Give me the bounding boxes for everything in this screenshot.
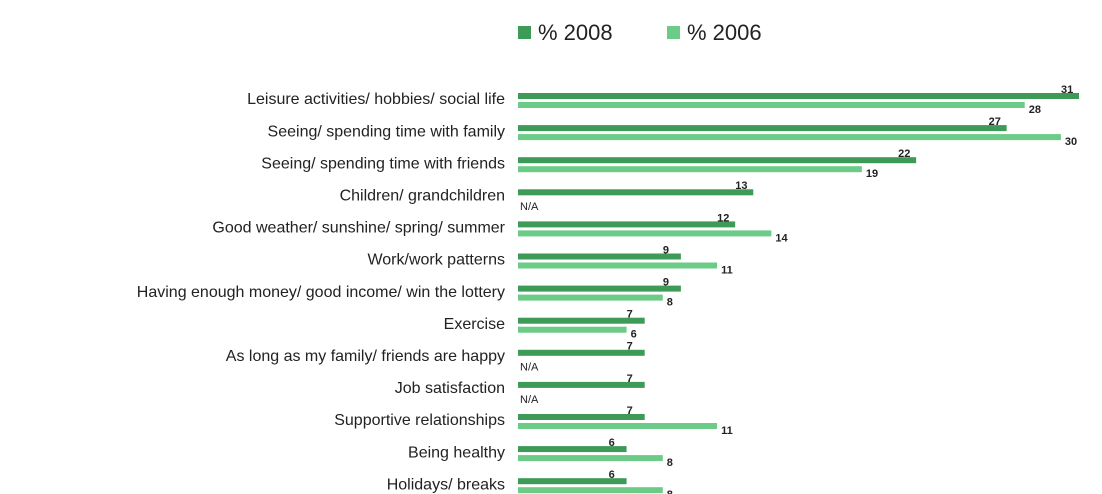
legend-label: % 2006 [687, 20, 762, 45]
value-label: 6 [631, 329, 637, 341]
value-label: N/A [520, 201, 539, 213]
category-label: Being healthy [408, 444, 505, 461]
bar [518, 189, 754, 196]
value-label: 27 [989, 116, 1001, 128]
value-label: 9 [663, 277, 669, 289]
bar [518, 487, 663, 494]
bar [518, 446, 627, 453]
legend-swatch [667, 26, 680, 39]
value-label: 9 [663, 244, 669, 256]
bar [518, 93, 1079, 99]
bar [518, 253, 681, 260]
category-label: Good weather/ sunshine/ spring/ summer [212, 220, 505, 237]
category-label: Seeing/ spending time with friends [261, 155, 505, 172]
value-label: 12 [717, 212, 729, 224]
value-label: 8 [667, 297, 673, 309]
legend-label: % 2008 [538, 20, 613, 45]
category-label: Holidays/ breaks [387, 476, 505, 493]
bar [518, 349, 645, 356]
value-label: 14 [775, 232, 788, 244]
bar [518, 102, 1025, 108]
bar [518, 294, 663, 301]
category-label: Children/ grandchildren [340, 188, 505, 205]
bar [518, 221, 736, 228]
value-label: 7 [627, 341, 633, 353]
bar [518, 230, 772, 237]
value-label: 11 [721, 264, 733, 276]
value-label: 7 [627, 405, 633, 417]
value-label: 30 [1065, 136, 1077, 148]
category-label: As long as my family/ friends are happy [226, 348, 505, 365]
bar [518, 478, 627, 485]
category-label: Seeing/ spending time with family [268, 123, 505, 140]
category-label: Exercise [444, 316, 505, 333]
value-label: 6 [609, 437, 615, 449]
value-label: 22 [898, 148, 910, 160]
bar [518, 423, 718, 429]
bar [518, 455, 663, 462]
value-label: 19 [866, 168, 878, 180]
category-label: Leisure activities/ hobbies/ social life [247, 91, 505, 108]
value-label: 7 [627, 309, 633, 321]
value-label: 8 [667, 489, 673, 494]
bar [518, 414, 645, 420]
legend-swatch [518, 26, 531, 39]
category-label: Supportive relationships [334, 412, 505, 429]
value-label: 8 [667, 457, 673, 469]
bar [518, 317, 645, 324]
value-label: 28 [1029, 104, 1041, 116]
value-label: N/A [520, 394, 539, 406]
category-label: Having enough money/ good income/ win th… [137, 284, 505, 301]
value-label: 31 [1061, 84, 1073, 96]
category-label: Work/work patterns [367, 252, 505, 269]
bar [518, 125, 1007, 132]
bar [518, 326, 627, 333]
bar [518, 166, 862, 173]
value-label: N/A [520, 362, 539, 374]
bar [518, 381, 645, 388]
value-label: 7 [627, 373, 633, 385]
bar [518, 285, 681, 292]
value-label: 6 [609, 469, 615, 481]
value-label: 11 [721, 425, 733, 437]
bar [518, 157, 917, 164]
bar [518, 262, 718, 269]
category-label: Job satisfaction [395, 380, 505, 397]
bar [518, 134, 1061, 141]
value-label: 13 [735, 180, 747, 192]
